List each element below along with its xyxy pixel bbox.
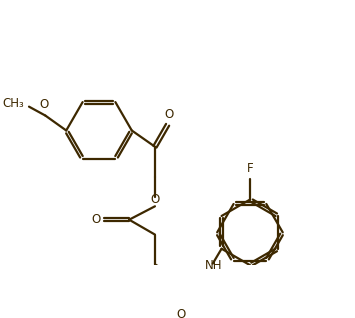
Text: O: O [91, 213, 100, 226]
Text: O: O [176, 308, 185, 318]
Text: NH: NH [205, 259, 223, 272]
Text: O: O [150, 193, 160, 206]
Text: O: O [164, 108, 174, 121]
Text: F: F [247, 162, 253, 175]
Text: CH₃: CH₃ [3, 97, 24, 110]
Text: O: O [39, 98, 49, 111]
